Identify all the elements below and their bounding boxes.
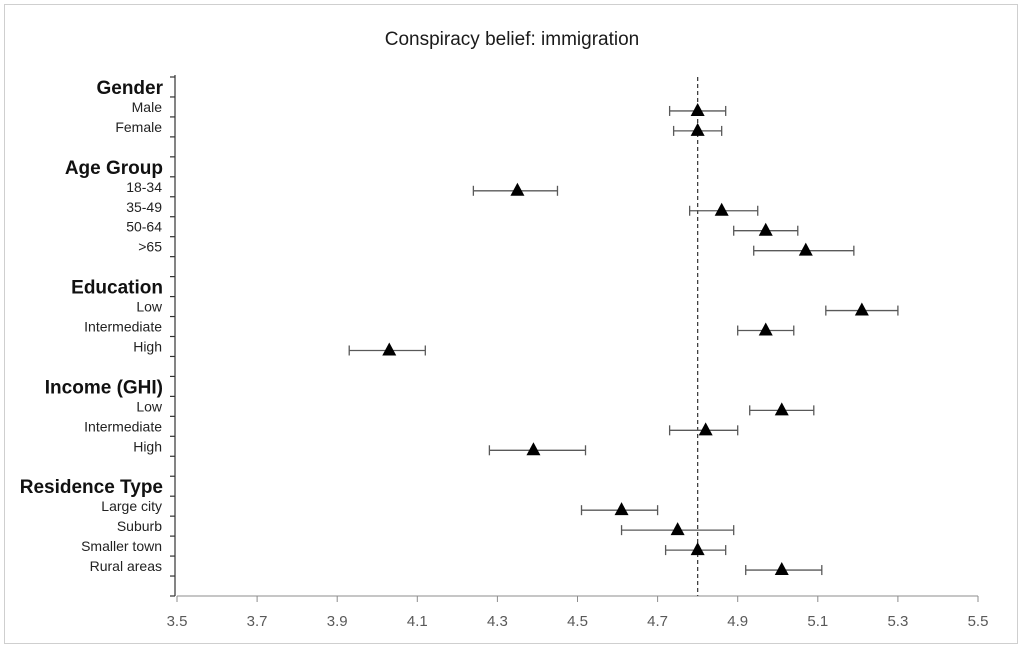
triangle-marker (690, 542, 705, 556)
triangle-marker (690, 102, 705, 116)
item-label: Low (136, 299, 163, 315)
triangle-marker (798, 242, 813, 256)
marks-layer (348, 102, 899, 576)
triangle-marker (714, 202, 729, 216)
x-tick-label: 4.1 (407, 613, 428, 630)
x-tick-label: 3.7 (247, 613, 268, 630)
group-label: Gender (96, 78, 163, 99)
item-label: 35-49 (126, 199, 162, 215)
triangle-marker (774, 562, 789, 576)
triangle-marker (614, 502, 629, 516)
grid-layer (170, 75, 979, 602)
chart-title: Conspiracy belief: immigration (385, 29, 640, 50)
triangle-marker (690, 122, 705, 136)
x-tick-label: 3.5 (167, 613, 188, 630)
x-tick-label: 5.3 (887, 613, 908, 630)
chart-frame (4, 4, 1018, 644)
triangle-marker (758, 222, 773, 236)
triangle-marker (526, 442, 541, 456)
item-label: Large city (101, 498, 162, 514)
triangle-marker (510, 182, 525, 196)
triangle-marker (698, 422, 713, 436)
x-tick-label: 4.3 (487, 613, 508, 630)
item-label: High (133, 338, 162, 354)
item-label: 18-34 (126, 179, 162, 195)
triangle-marker (758, 322, 773, 336)
item-label: Low (136, 398, 163, 414)
item-label: >65 (138, 239, 162, 255)
group-label: Residence Type (20, 477, 163, 498)
group-label: Education (71, 278, 163, 299)
x-tick-label: 3.9 (327, 613, 348, 630)
item-label: Intermediate (84, 418, 162, 434)
x-tick-label: 4.7 (647, 613, 668, 630)
x-tick-label: 4.5 (567, 613, 588, 630)
triangle-marker (774, 402, 789, 416)
triangle-marker (382, 342, 397, 356)
item-label: Male (132, 99, 163, 115)
label-layer: 3.5 3.7 3.9 4.1 4.3 4.5 4.7 4.9 5.1 5.3 5.5 GenderM… (20, 78, 989, 630)
item-label: Intermediate (84, 319, 162, 335)
item-label: High (133, 438, 162, 454)
x-tick-label: 5.1 (807, 613, 828, 630)
x-tick-label: 5.5 (968, 613, 989, 630)
item-label: Suburb (117, 518, 162, 534)
item-label: 50-64 (126, 219, 162, 235)
group-label: Age Group (65, 158, 163, 179)
item-label: Female (115, 119, 162, 135)
group-label: Income (GHI) (45, 377, 163, 398)
item-label: Smaller town (81, 538, 162, 554)
triangle-marker (670, 522, 685, 536)
item-label: Rural areas (90, 558, 162, 574)
triangle-marker (854, 302, 869, 316)
x-tick-label: 4.9 (727, 613, 748, 630)
